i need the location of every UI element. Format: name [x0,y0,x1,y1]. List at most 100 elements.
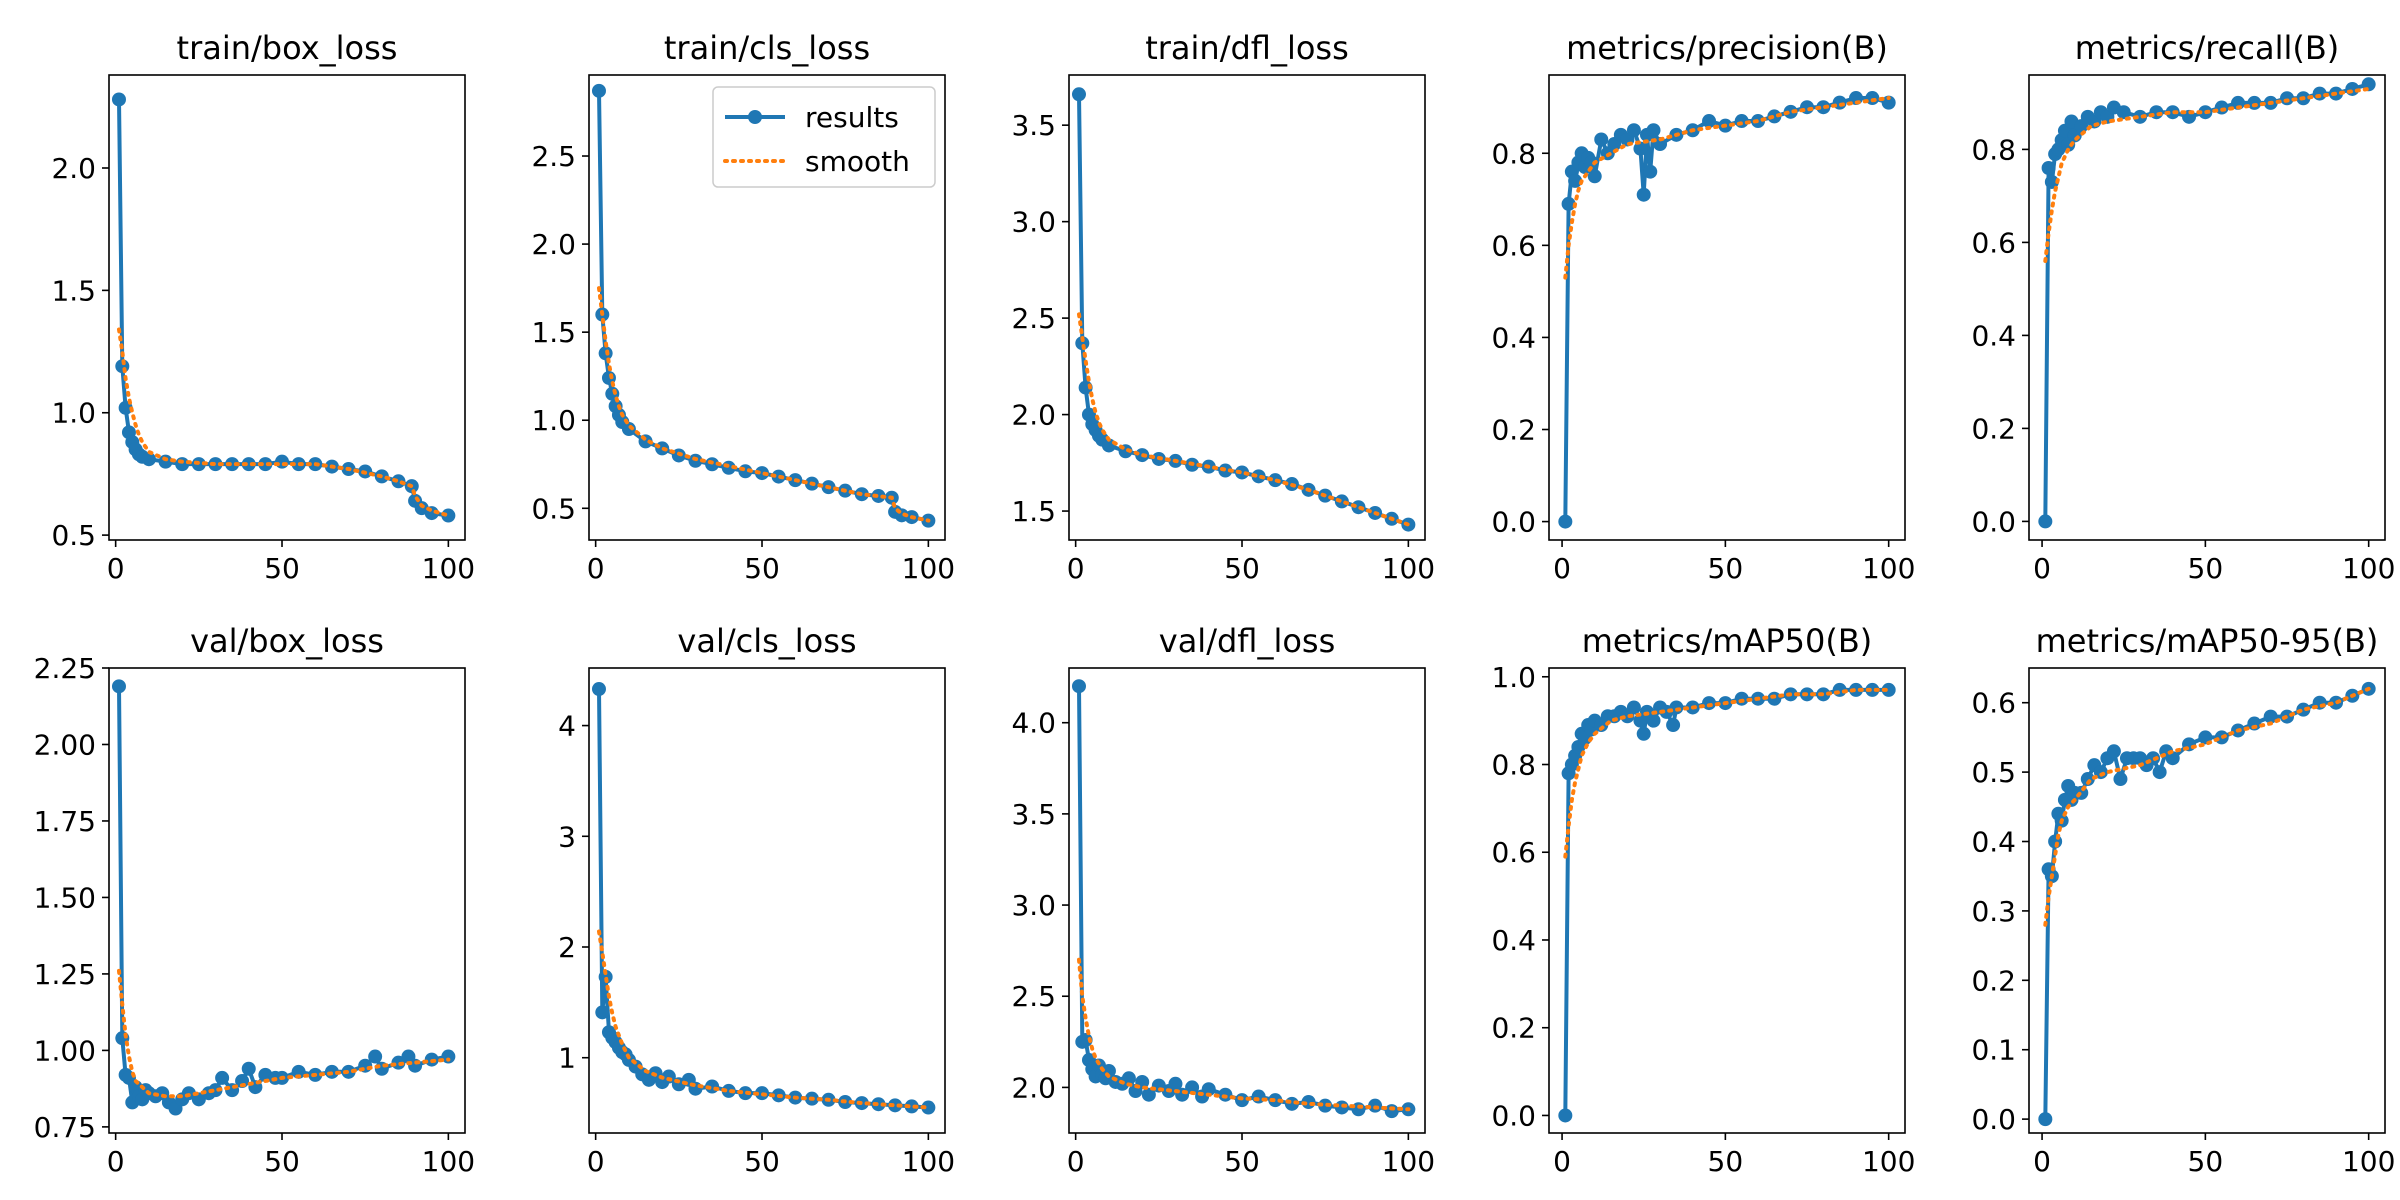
results-point [1351,500,1366,515]
results-point [291,1064,306,1079]
results-point [661,1069,676,1084]
y-tick-label: 3.5 [1011,109,1056,142]
results-point [1384,1104,1399,1119]
subplot-title: val/dfl_loss [1159,622,1336,660]
y-tick-label: 1.0 [531,404,576,437]
y-tick-label: 1.5 [531,316,576,349]
results-point [1643,164,1658,179]
results-point [2152,765,2167,780]
x-tick-label: 0 [2033,552,2051,585]
y-tick-label: 2.0 [51,152,96,185]
axes-frame [1068,74,1426,541]
y-tick-label: 0.3 [1971,895,2016,928]
subplot-title: metrics/recall(B) [2075,29,2340,67]
results-point [755,466,770,481]
results-point [275,454,290,469]
y-tick-label: 1.0 [1491,661,1536,694]
plot-area [111,679,456,1116]
x-tick-label: 100 [422,552,475,585]
y-tick-label: 0.2 [1971,412,2016,445]
results-point [621,422,636,437]
subplot-title: metrics/mAP50-95(B) [2036,622,2379,660]
results-point [1075,336,1090,351]
subplot-9: metrics/mAP50(B) 0 50 100 0.0 0.2 0.4 0.6 0.8 1.0 [1491,622,1915,1178]
y-tick-label: 2.25 [34,652,96,685]
results-point [888,1098,903,1113]
results-point [2113,772,2128,787]
axes-frame [2028,667,2386,1134]
results-point [1767,691,1782,706]
y-tick-label: 2.5 [1011,980,1056,1013]
results-point [2116,105,2131,120]
subplot-5: metrics/recall(B) 0 50 100 0.0 0.2 0.4 0.6 0.8 [1971,29,2395,585]
results-point [2106,744,2121,759]
y-tick-label: 0.6 [1491,836,1536,869]
y-tick-label: 0.5 [51,519,96,552]
results-point [1071,87,1086,102]
x-tick-label: 50 [1708,552,1744,585]
results-point [1636,187,1651,202]
x-tick-label: 100 [2342,552,2395,585]
results-point [1071,679,1086,694]
results-point [158,454,173,469]
results-point [441,508,456,523]
y-tick-label: 1.0 [51,397,96,430]
y-tick-label: 4.0 [1011,707,1056,740]
results-point [1767,109,1782,124]
results-point [1849,682,1864,697]
results-point [2038,514,2053,529]
results-point [1865,682,1880,697]
results-point [2247,95,2262,110]
x-tick-label: 0 [1067,552,1085,585]
plot-area [2038,681,2376,1127]
y-tick-label: 0.0 [1491,1099,1536,1132]
results-point [1881,95,1896,110]
y-tick-label: 0.4 [1491,321,1536,354]
subplot-4: metrics/precision(B) 0 50 100 0.0 0.2 0.4 0.6 0.… [1491,29,1915,585]
y-tick-label: 0.8 [1491,137,1536,170]
y-tick-label: 1 [558,1042,576,1075]
y-tick-label: 0.2 [1491,414,1536,447]
results-point [1334,494,1349,509]
results-point [111,679,126,694]
smooth-line [1077,312,1411,527]
y-tick-label: 0.0 [1491,506,1536,539]
axes-frame [1068,667,1426,1134]
results-point [1251,469,1266,484]
results-point [2041,161,2056,175]
subplot-1: train/box_loss 0 50 100 0.5 1.0 1.5 2.0 [51,29,475,585]
y-tick-label: 2.0 [1011,1071,1056,1104]
results-point [2044,174,2059,189]
axes-frame [108,74,466,541]
results-point [1558,1108,1573,1123]
x-tick-label: 0 [107,552,125,585]
plot-area [111,92,456,523]
results-point [175,457,190,472]
results-point [721,1083,736,1098]
plot-area [591,83,936,528]
y-tick-label: 1.5 [1011,495,1056,528]
smooth-line [597,929,931,1110]
subplot-title: train/cls_loss [664,29,870,67]
smooth-line [1077,957,1411,1112]
y-tick-label: 3.5 [1011,798,1056,831]
y-tick-label: 0.0 [1971,1103,2016,1136]
y-tick-label: 0.4 [1971,826,2016,859]
results-point [441,1049,456,1064]
plot-area [2038,77,2376,529]
axes-frame [1548,74,1906,541]
y-tick-label: 0.75 [34,1111,96,1144]
results-point [2038,1112,2053,1127]
y-tick-label: 0.4 [1491,924,1536,957]
plot-area [1558,682,1896,1123]
y-tick-label: 1.50 [34,881,96,914]
results-point [1318,1098,1333,1113]
subplot-title: train/box_loss [177,29,398,67]
results-point [1881,682,1896,697]
x-tick-label: 100 [902,1145,955,1178]
results-point [1626,123,1641,138]
y-tick-label: 2.0 [531,228,576,261]
results-point [208,1083,223,1098]
